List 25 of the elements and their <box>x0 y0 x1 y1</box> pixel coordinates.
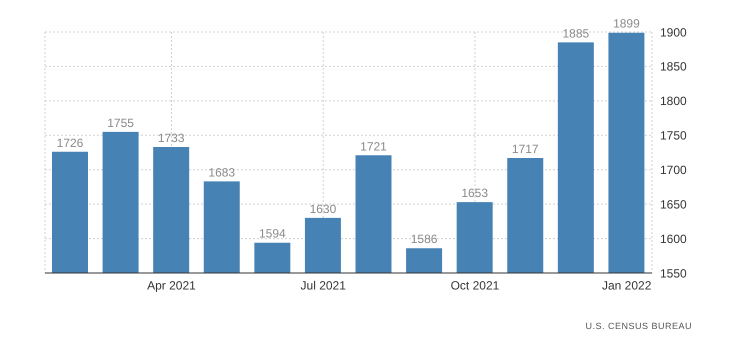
text: U.S. CENSUS BUREAU <box>585 321 692 331</box>
y-tick-label: 1850 <box>660 60 688 74</box>
data-label: 1885 <box>562 26 590 40</box>
data-label: 1726 <box>56 136 84 150</box>
y-tick-label: 1750 <box>660 128 688 143</box>
y-tick-label: 1700 <box>660 162 688 177</box>
x-tick-label: Jul 2021 <box>300 278 346 293</box>
y-tick-label: 1900 <box>660 25 688 40</box>
y-tick-label: 1800 <box>660 94 688 108</box>
data-label: 1586 <box>410 232 438 246</box>
y-tick-label: 1650 <box>660 197 688 212</box>
data-label: 1653 <box>461 186 488 200</box>
data-label: 1721 <box>360 139 388 154</box>
data-label: 1683 <box>208 165 236 180</box>
data-label: 1717 <box>512 142 539 156</box>
data-label: 1733 <box>158 130 185 145</box>
data-label: 1594 <box>258 226 286 241</box>
data-label: 1755 <box>107 116 134 130</box>
data-label: 1899 <box>613 16 640 31</box>
y-tick-label: 1550 <box>660 266 688 280</box>
data-label: 1630 <box>310 202 337 216</box>
y-tick-label: 1600 <box>660 232 688 246</box>
x-tick-label: Jan 2022 <box>602 278 652 293</box>
x-tick-label: Apr 2021 <box>147 278 196 293</box>
x-tick-label: Oct 2021 <box>450 278 500 293</box>
